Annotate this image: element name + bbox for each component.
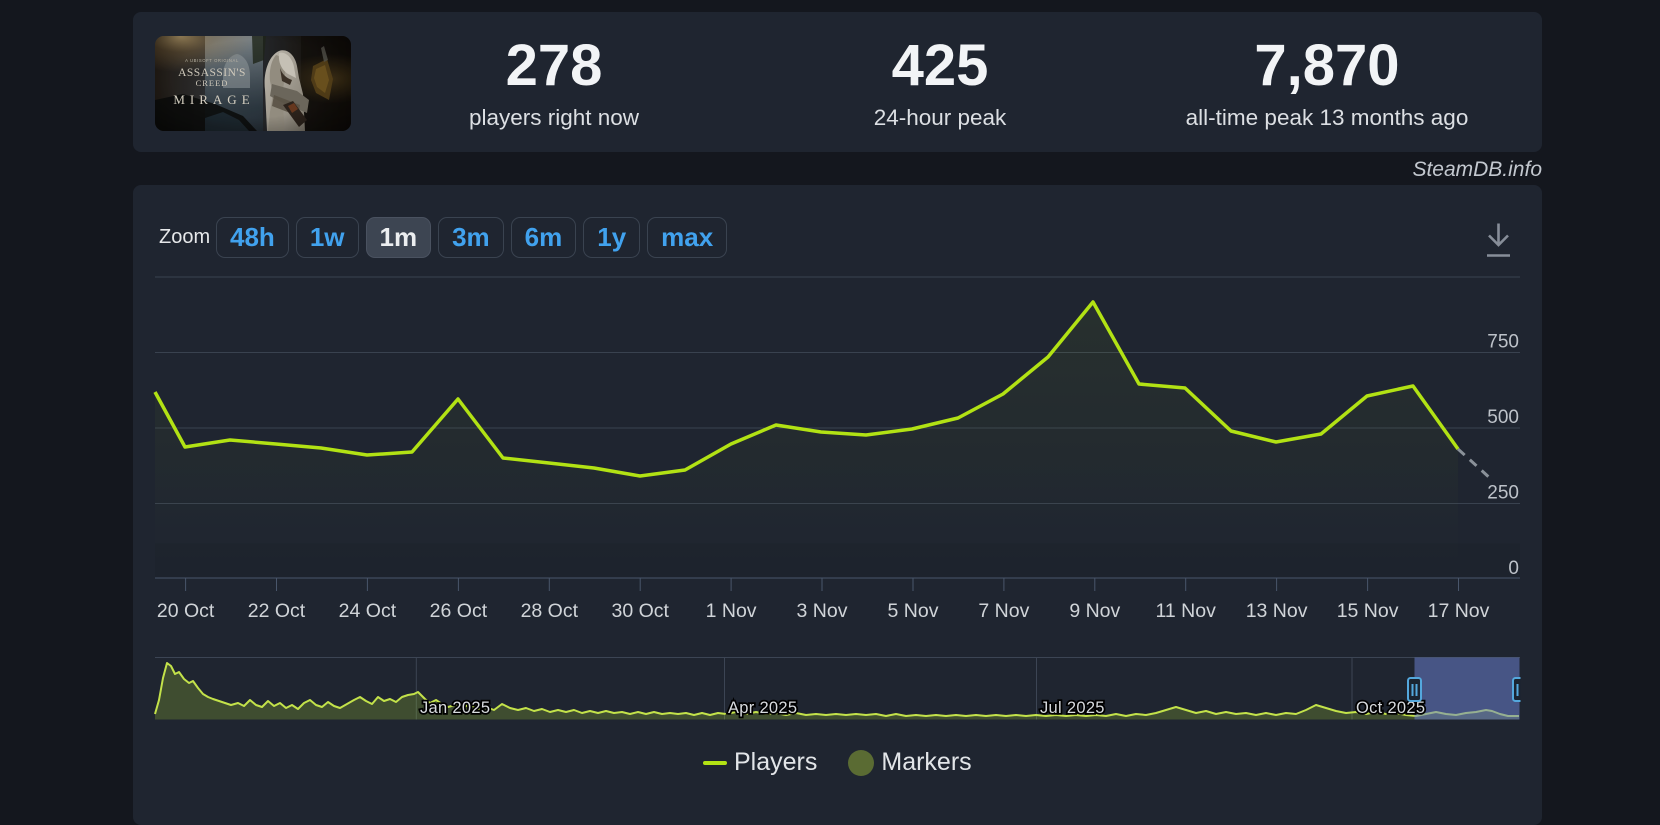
- svg-text:1 Nov: 1 Nov: [706, 600, 757, 622]
- svg-text:0: 0: [1508, 558, 1519, 579]
- svg-text:17 Nov: 17 Nov: [1428, 600, 1490, 622]
- svg-text:Jul 2025: Jul 2025: [1040, 699, 1105, 717]
- svg-text:11 Nov: 11 Nov: [1156, 600, 1217, 622]
- svg-text:750: 750: [1487, 332, 1519, 353]
- svg-text:28 Oct: 28 Oct: [521, 600, 579, 622]
- svg-text:A UBISOFT ORIGINAL: A UBISOFT ORIGINAL: [185, 58, 239, 63]
- svg-text:7 Nov: 7 Nov: [978, 600, 1029, 622]
- svg-text:Jan 2025: Jan 2025: [420, 699, 490, 717]
- svg-text:22 Oct: 22 Oct: [248, 600, 306, 622]
- svg-text:20 Oct: 20 Oct: [157, 600, 215, 622]
- svg-text:15 Nov: 15 Nov: [1337, 600, 1399, 622]
- svg-text:ASSASSIN'S: ASSASSIN'S: [178, 67, 246, 79]
- svg-text:250: 250: [1487, 483, 1519, 504]
- svg-text:30 Oct: 30 Oct: [611, 600, 669, 622]
- svg-text:Oct 2025: Oct 2025: [1356, 699, 1425, 717]
- svg-text:CREED: CREED: [196, 78, 229, 88]
- svg-text:24 Oct: 24 Oct: [339, 600, 397, 622]
- svg-text:3 Nov: 3 Nov: [797, 600, 848, 622]
- svg-text:26 Oct: 26 Oct: [430, 600, 488, 622]
- svg-text:MIRAGE: MIRAGE: [173, 92, 254, 107]
- svg-text:5 Nov: 5 Nov: [888, 600, 939, 622]
- svg-text:13 Nov: 13 Nov: [1246, 600, 1308, 622]
- svg-text:9 Nov: 9 Nov: [1069, 600, 1120, 622]
- svg-text:Apr 2025: Apr 2025: [728, 699, 797, 717]
- svg-text:500: 500: [1487, 407, 1519, 428]
